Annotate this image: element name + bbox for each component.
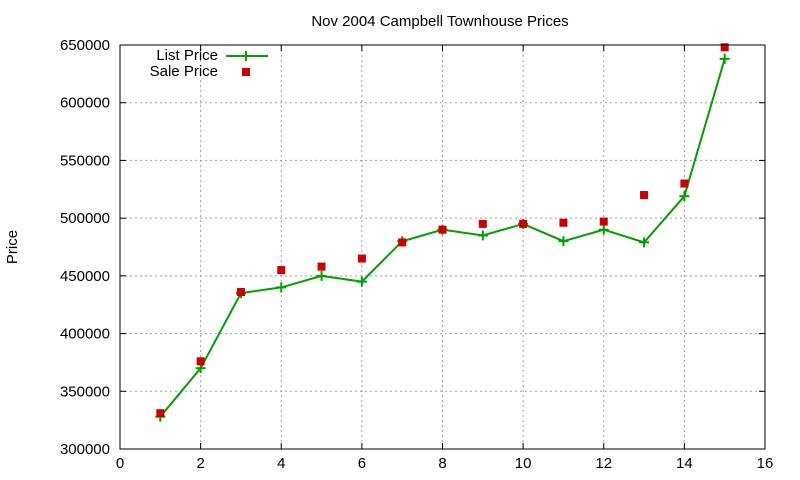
sale-price-point [317,262,326,271]
list-price-point [719,53,730,64]
sale-price-point [640,191,649,200]
y-tick-label: 350000 [60,383,110,400]
list-price-point [356,276,367,287]
x-tick-label: 6 [358,455,366,472]
x-tick-label: 16 [757,455,774,472]
legend-label-list-price: List Price [156,47,218,64]
plot-frame [119,44,766,450]
grid [120,45,765,449]
axis-ticks: 0 2 4 6 8 10 12 14 16 300000 350000 400000 450000 500… [60,37,773,472]
x-tick-label: 12 [595,455,612,472]
y-tick-label: 550000 [60,152,110,169]
sale-price-point [680,179,689,188]
y-tick-label: 300000 [60,441,110,458]
sale-price-point [559,218,568,227]
y-tick-label: 650000 [60,37,110,54]
list-price-point [276,282,287,293]
x-tick-label: 8 [438,455,446,472]
x-tick-label: 14 [676,455,693,472]
sale-price-point [438,225,447,234]
sale-price-point [357,254,366,263]
plot-series [155,43,730,422]
sale-price-point [196,357,205,366]
x-tick-label: 2 [196,455,204,472]
sale-price-point [236,288,245,297]
sale-price-point [398,238,407,247]
y-tick-label: 450000 [60,268,110,285]
sale-price-point [599,217,608,226]
sale-price-point [519,219,528,228]
sale-price-point [277,266,286,275]
y-axis-label: Price [4,230,21,264]
list-price-point [639,237,650,248]
list-price-point [598,224,609,235]
legend: List Price Sale Price [150,47,268,80]
list-price-point [316,270,327,281]
sale-price-point [156,409,165,418]
list-price-point [477,230,488,241]
x-tick-label: 4 [277,455,285,472]
y-tick-label: 400000 [60,326,110,343]
y-tick-label: 500000 [60,210,110,227]
y-tick-label: 600000 [60,95,110,112]
x-tick-label: 10 [515,455,532,472]
sale-price-point [478,219,487,228]
list-price-point [558,236,569,247]
x-tick-label: 0 [116,455,124,472]
chart-title: Nov 2004 Campbell Townhouse Prices [311,13,568,30]
list-price-line [159,58,726,418]
list-price-point [679,191,690,202]
legend-marker-list-price [241,51,251,61]
sale-price-point [720,43,729,52]
legend-marker-sale-price [242,68,250,76]
legend-label-sale-price: Sale Price [150,63,218,80]
